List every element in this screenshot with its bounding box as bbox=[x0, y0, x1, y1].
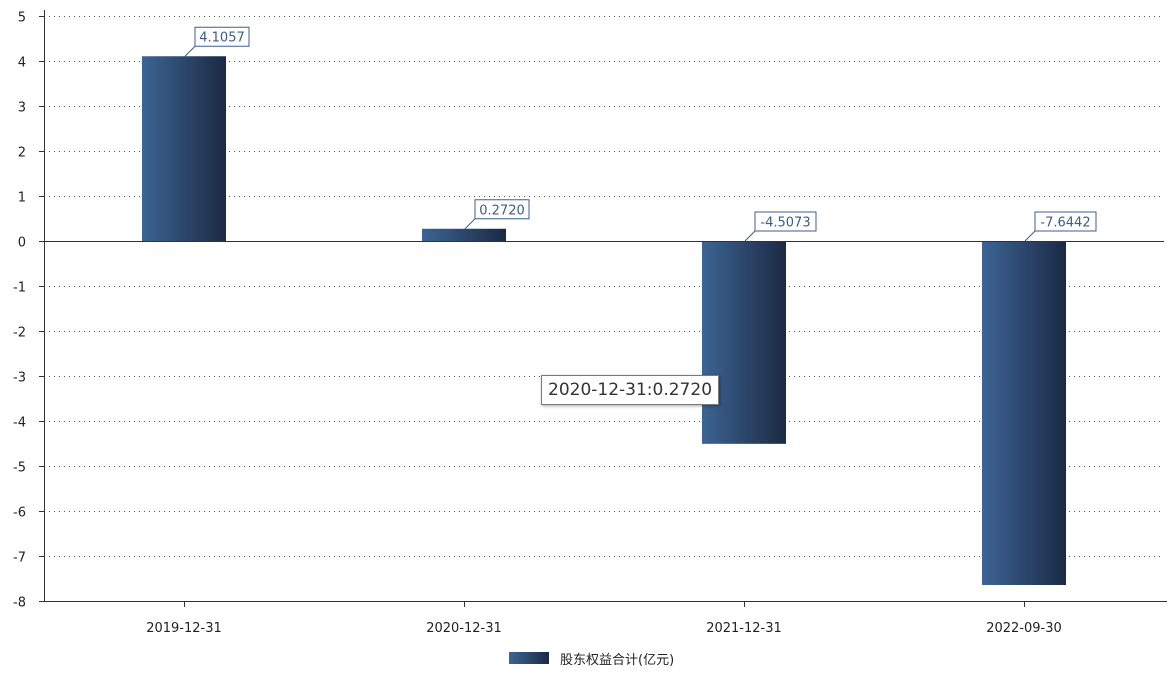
data-label: 4.1057 bbox=[199, 31, 245, 46]
y-tick-label: -8 bbox=[13, 596, 26, 611]
axes: 5 4 3 2 1 0 -1 -2 -3 -4 -5 -6 -7 -8 2019-12-31 2020-12-… bbox=[13, 10, 1167, 636]
y-tick-label: -7 bbox=[13, 551, 26, 566]
x-tick-label: 2022-09-30 bbox=[986, 621, 1062, 636]
y-tick-label: -1 bbox=[13, 281, 26, 296]
data-label-box bbox=[1034, 211, 1097, 232]
y-tick-label: -6 bbox=[13, 506, 26, 521]
y-tick-label: 0 bbox=[18, 236, 26, 251]
bar-2020-12-31[interactable] bbox=[422, 228, 506, 241]
y-tick-label: 1 bbox=[18, 191, 26, 206]
data-label: -7.6442 bbox=[1040, 216, 1090, 231]
y-tick-label: 2 bbox=[18, 146, 26, 161]
legend-label: 股东权益合计(亿元) bbox=[560, 652, 674, 668]
y-tick-label: -4 bbox=[13, 416, 26, 431]
data-label: -4.5073 bbox=[760, 216, 810, 231]
data-label-box bbox=[754, 211, 817, 232]
chart-tooltip: 2020-12-31:0.2720 bbox=[541, 375, 720, 405]
legend-swatch bbox=[509, 652, 549, 664]
data-label-box bbox=[474, 199, 530, 220]
y-tick-label: 3 bbox=[18, 101, 26, 116]
data-label-leader bbox=[184, 45, 196, 57]
data-label-leader bbox=[464, 218, 476, 230]
bars bbox=[142, 56, 1066, 585]
data-labels: 4.1057 0.2720 -4.5073 -7.6442 bbox=[184, 26, 1097, 242]
y-tick-label: 5 bbox=[18, 11, 26, 26]
y-tick-label: -3 bbox=[13, 371, 26, 386]
data-label-box bbox=[194, 26, 250, 47]
data-label-leader bbox=[744, 230, 756, 242]
x-tick-label: 2020-12-31 bbox=[426, 621, 502, 636]
legend[interactable]: 股东权益合计(亿元) bbox=[509, 652, 674, 668]
bar-2019-12-31[interactable] bbox=[142, 56, 226, 241]
bar-2021-12-31[interactable] bbox=[702, 241, 786, 444]
y-tick-label: 4 bbox=[18, 56, 26, 71]
y-tick-label: -2 bbox=[13, 326, 26, 341]
bar-2022-09-30[interactable] bbox=[982, 241, 1066, 585]
data-label: 0.2720 bbox=[479, 203, 525, 218]
x-tick-label: 2021-12-31 bbox=[706, 621, 782, 636]
data-label-leader bbox=[1024, 230, 1036, 242]
y-tick-label: -5 bbox=[13, 461, 26, 476]
x-tick-label: 2019-12-31 bbox=[146, 621, 222, 636]
